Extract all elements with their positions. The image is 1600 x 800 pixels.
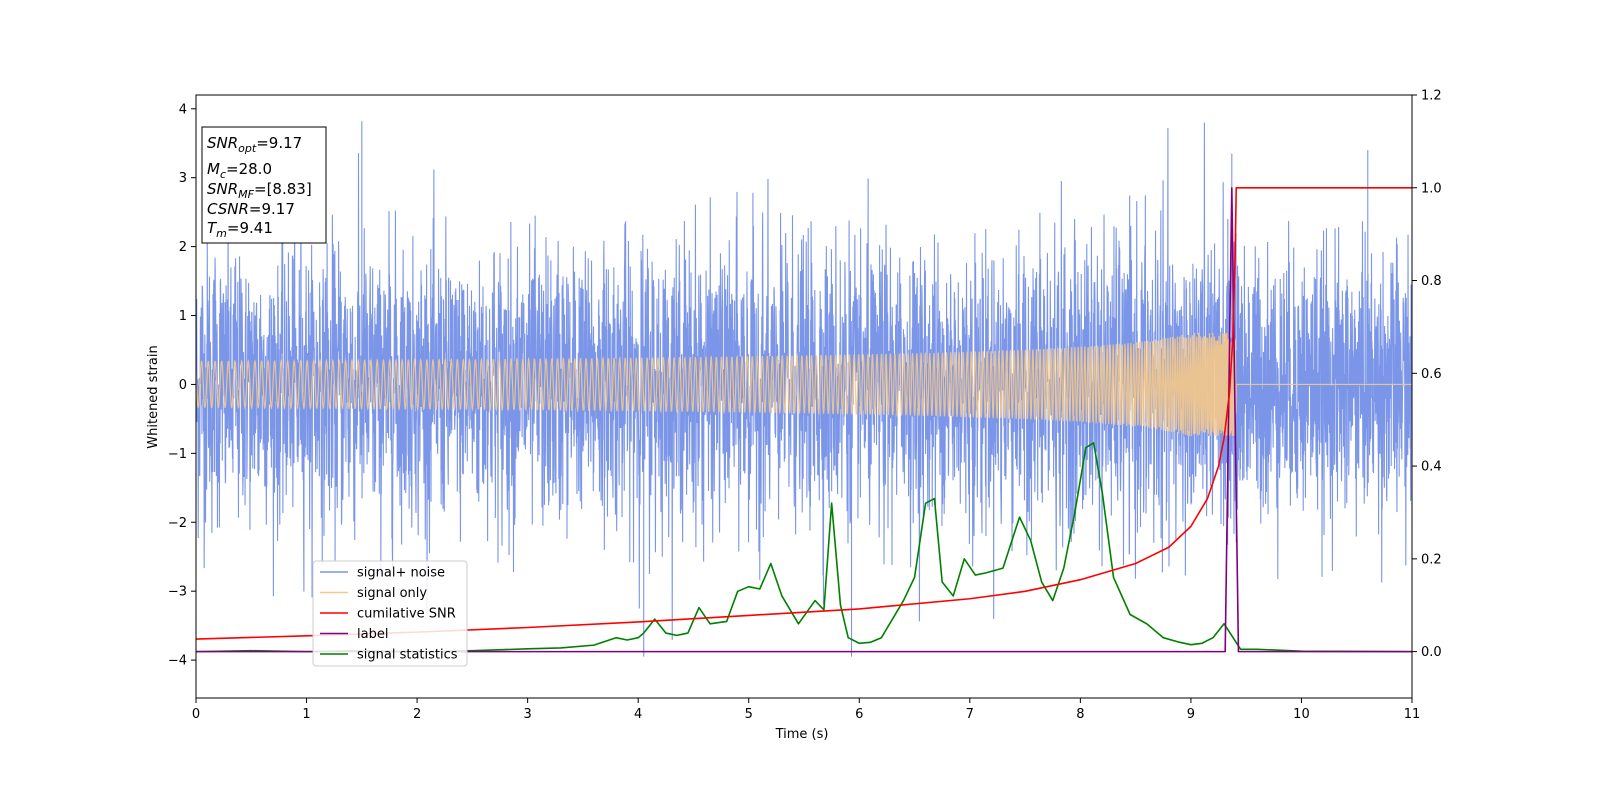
series-cumilative-snr-line xyxy=(196,186,1412,640)
info-mc-sym: M xyxy=(207,160,220,178)
series-signal-only xyxy=(196,332,1412,437)
series-signal-noise xyxy=(196,121,1412,657)
x-tick-label: 0 xyxy=(192,707,200,722)
y-left-tick-label: −4 xyxy=(168,654,187,669)
y-axis-left: −4 −3 −2 −1 0 1 2 3 4 xyxy=(168,102,196,669)
info-csnr-value: =9.17 xyxy=(249,200,295,218)
signal-noise-line xyxy=(196,121,1412,657)
x-tick-label: 4 xyxy=(634,707,642,722)
x-axis-label: Time (s) xyxy=(775,727,829,742)
right-axis-series xyxy=(196,186,1412,653)
info-tm-value: =9.41 xyxy=(227,219,273,237)
y-left-tick-label: 1 xyxy=(179,309,187,324)
y-right-tick-label: 1.2 xyxy=(1421,89,1442,104)
info-mc-value: =28.0 xyxy=(226,160,272,178)
x-tick-label: 1 xyxy=(302,707,310,722)
info-snr-opt: SNRopt=9.17 xyxy=(207,134,302,155)
info-snr-mf-sub: MF xyxy=(238,188,254,201)
y-left-tick-label: −1 xyxy=(168,447,187,462)
x-tick-label: 5 xyxy=(745,707,753,722)
legend-label-signal-statistics: signal statistics xyxy=(357,648,458,663)
legend-frame xyxy=(312,560,468,667)
x-tick-label: 3 xyxy=(523,707,531,722)
y-right-tick-label: 0.0 xyxy=(1421,645,1442,660)
plot-frame xyxy=(195,94,1413,699)
info-snr-mf-value: =[8.83] xyxy=(254,180,312,198)
legend-label-signal-only: signal only xyxy=(357,586,427,601)
y-left-tick-label: 2 xyxy=(179,240,187,255)
series-signal-statistics-line xyxy=(196,442,1412,653)
y-left-tick-label: 3 xyxy=(179,171,187,186)
y-right-tick-label: 0.2 xyxy=(1421,552,1442,567)
info-snr-opt-sym: SNR xyxy=(207,134,238,152)
legend-label-label: label xyxy=(357,627,388,642)
y-axis-right: 0.0 0.2 0.4 0.6 0.8 1.0 1.2 xyxy=(1412,89,1442,660)
x-tick-label: 8 xyxy=(1076,707,1084,722)
info-snr-mf-sym: SNR xyxy=(207,180,238,198)
y-right-tick-label: 0.6 xyxy=(1421,367,1442,382)
y-left-tick-label: −3 xyxy=(168,585,187,600)
info-snr-opt-sub: opt xyxy=(238,142,257,155)
x-axis: 0 1 2 3 4 5 6 7 8 9 10 11 xyxy=(192,698,1420,722)
series-label-line xyxy=(196,186,1412,653)
y-right-tick-label: 0.8 xyxy=(1421,274,1442,289)
x-tick-label: 6 xyxy=(855,707,863,722)
y-right-tick-label: 0.4 xyxy=(1421,460,1442,475)
y-left-tick-label: 4 xyxy=(179,102,187,117)
y-axis-label: Whitened strain xyxy=(146,345,161,448)
info-snr-opt-value: =9.17 xyxy=(256,134,302,152)
info-mc-sub: c xyxy=(220,168,226,181)
info-snr-mf: SNRMF=[8.83] xyxy=(207,180,312,201)
y-left-tick-label: −2 xyxy=(168,516,187,531)
legend-label-cumilative-snr: cumilative SNR xyxy=(357,607,456,622)
plot-area xyxy=(195,94,1413,699)
info-box: SNRopt=9.17 Mc=28.0 SNRMF=[8.83] CSNR=9.… xyxy=(201,126,327,244)
y-left-tick-label: 0 xyxy=(179,378,187,393)
legend: signal+ noise signal only cumilative SNR la… xyxy=(312,560,468,667)
y-right-tick-label: 1.0 xyxy=(1421,181,1442,196)
signal-only-line xyxy=(196,332,1412,437)
info-csnr-sym: CSNR xyxy=(207,200,249,218)
x-tick-label: 11 xyxy=(1404,707,1421,722)
info-tm-sym: T xyxy=(207,219,218,237)
info-csnr: CSNR=9.17 xyxy=(207,200,295,218)
x-tick-label: 7 xyxy=(966,707,974,722)
x-tick-label: 10 xyxy=(1293,707,1310,722)
info-box-frame xyxy=(201,126,327,244)
info-mc: Mc=28.0 xyxy=(207,160,272,181)
info-tm-sub: m xyxy=(216,227,227,240)
legend-label-signal-noise: signal+ noise xyxy=(357,566,445,581)
x-tick-label: 2 xyxy=(413,707,421,722)
x-tick-label: 9 xyxy=(1187,707,1195,722)
info-tm: Tm=9.41 xyxy=(207,219,273,240)
